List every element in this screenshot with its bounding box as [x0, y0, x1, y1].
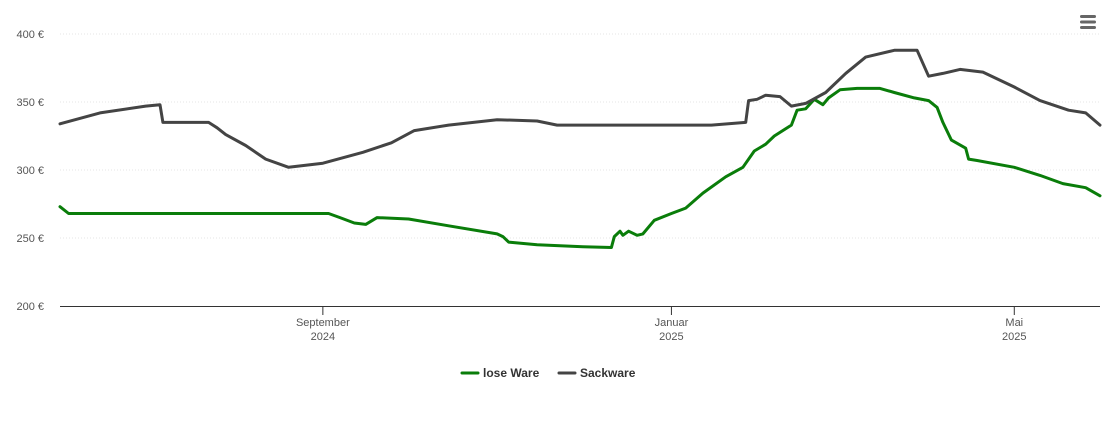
y-tick-label: 250 €: [16, 233, 44, 245]
y-tick-label: 350 €: [16, 97, 44, 109]
x-tick-label-year: 2025: [1002, 331, 1026, 343]
x-tick-label-year: 2025: [659, 331, 683, 343]
legend-item-sackware[interactable]: Sackware: [557, 366, 636, 380]
series-line-lose-ware: [58, 86, 1102, 249]
series-lines: [58, 48, 1102, 249]
legend-item-lose-ware[interactable]: lose Ware: [460, 366, 540, 380]
x-tick-label-month: Mai: [1005, 317, 1023, 329]
x-tick-label-month: Januar: [655, 317, 689, 329]
y-tick-label: 200 €: [16, 301, 44, 313]
legend-label: Sackware: [580, 366, 636, 380]
legend: lose Ware Sackware: [460, 366, 636, 380]
grid-lines: [60, 33, 1100, 239]
hamburger-menu-icon[interactable]: [1077, 12, 1099, 32]
y-tick-label: 300 €: [16, 165, 44, 177]
x-tick-label-month: September: [296, 317, 350, 329]
series-line-sackware: [58, 48, 1102, 169]
x-axis: September 2024 Januar 2025 Mai 2025: [60, 306, 1100, 343]
y-tick-label: 400 €: [16, 29, 44, 41]
y-axis: 400 € 350 € 300 € 250 € 200 €: [16, 29, 44, 313]
legend-label: lose Ware: [483, 366, 540, 380]
x-tick-label-year: 2024: [311, 331, 335, 343]
